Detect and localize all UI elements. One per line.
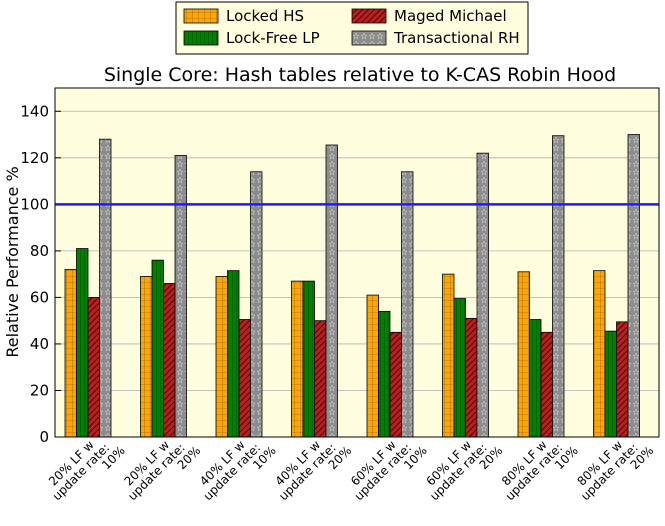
bar-lock-free-lp xyxy=(302,280,315,438)
legend-swatch-transactional-rh xyxy=(351,30,387,46)
y-tick-label: 60 xyxy=(30,288,49,306)
bar-transactional-rh xyxy=(250,171,263,438)
bar-transactional-rh xyxy=(325,144,338,438)
legend-label: Locked HS xyxy=(226,7,304,25)
bar-transactional-rh xyxy=(552,135,565,438)
bar-lock-free-lp xyxy=(378,310,391,438)
bar-lock-free-lp xyxy=(76,248,89,438)
bar-maged-michael xyxy=(616,321,629,438)
bar-transactional-rh xyxy=(627,134,640,438)
legend-label: Lock-Free LP xyxy=(226,29,320,47)
legend-label: Transactional RH xyxy=(393,29,520,47)
legend-swatch-lock-free-lp xyxy=(183,30,219,46)
y-axis-label: Relative Performance % xyxy=(3,166,22,357)
bar-locked-hs xyxy=(366,294,379,438)
y-tick-label: 40 xyxy=(30,335,49,353)
bar-maged-michael xyxy=(540,331,553,438)
bar-locked-hs xyxy=(140,276,153,438)
bar-maged-michael xyxy=(465,317,478,438)
legend: Locked HS Lock-Free LP Maged Michael Transa… xyxy=(175,1,529,55)
y-tick-label: 20 xyxy=(30,381,49,399)
bar-transactional-rh xyxy=(174,155,187,438)
bar-locked-hs xyxy=(442,273,455,438)
bar-lock-free-lp xyxy=(604,330,617,438)
bar-locked-hs xyxy=(64,269,77,438)
bar-maged-michael xyxy=(163,283,176,438)
bar-lock-free-lp xyxy=(529,319,542,438)
y-tick-label: 120 xyxy=(20,149,49,167)
legend-swatch-locked-hs xyxy=(183,8,219,24)
bar-maged-michael xyxy=(87,296,100,438)
y-tick-label: 80 xyxy=(30,242,49,260)
bar-lock-free-lp xyxy=(453,298,466,438)
y-axis-ticks: 0 20 40 60 80 100 120 140 xyxy=(20,102,61,446)
plot-frame xyxy=(54,87,660,438)
bar-maged-michael xyxy=(389,331,402,438)
y-tick-label: 100 xyxy=(20,195,49,213)
y-tick-label: 0 xyxy=(39,428,49,446)
bar-maged-michael xyxy=(238,319,251,438)
bar-transactional-rh xyxy=(99,138,112,438)
legend-swatch-maged-michael xyxy=(351,8,387,24)
bar-transactional-rh xyxy=(401,171,414,438)
bar-lock-free-lp xyxy=(151,259,164,438)
legend-label: Maged Michael xyxy=(394,7,507,25)
bar-locked-hs xyxy=(291,280,304,438)
chart-title: Single Core: Hash tables relative to K-C… xyxy=(104,64,616,86)
bar-locked-hs xyxy=(215,276,228,438)
bar-maged-michael xyxy=(314,320,327,438)
bar-locked-hs xyxy=(517,271,530,438)
y-tick-label: 140 xyxy=(20,102,49,120)
bar-locked-hs xyxy=(593,270,606,438)
bar-transactional-rh xyxy=(476,152,489,438)
bar-lock-free-lp xyxy=(227,270,240,438)
